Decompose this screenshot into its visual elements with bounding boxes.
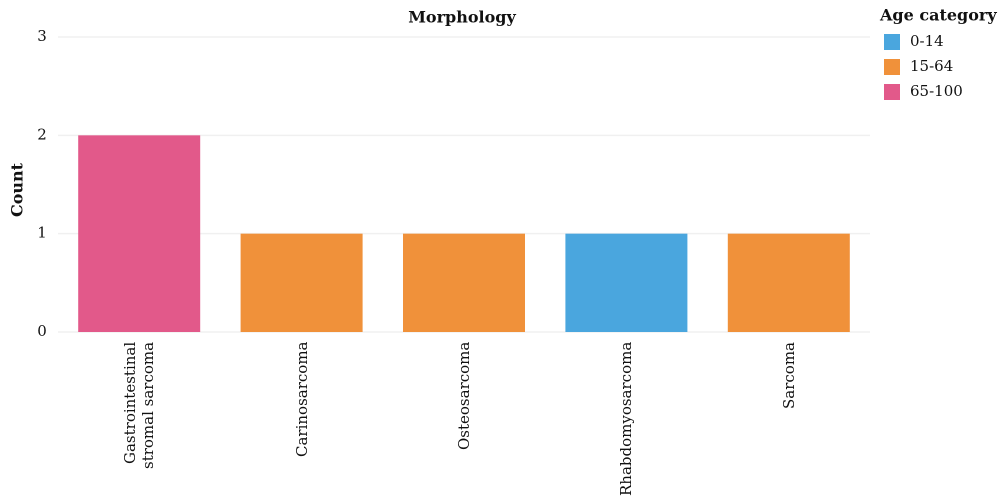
chart-title: Morphology bbox=[408, 8, 516, 27]
legend-swatch bbox=[884, 84, 900, 100]
bar bbox=[78, 135, 201, 332]
bar bbox=[727, 233, 850, 332]
x-tick-label: Rhabdomyosarcoma bbox=[617, 342, 636, 497]
x-tick-label: Sarcoma bbox=[779, 342, 798, 409]
legend-swatch bbox=[884, 34, 900, 50]
legend-title: Age category bbox=[879, 6, 997, 25]
y-tick-label: 3 bbox=[37, 27, 47, 45]
y-tick-label: 2 bbox=[37, 125, 47, 143]
y-axis-label: Count bbox=[8, 162, 27, 217]
legend-swatch bbox=[884, 59, 900, 75]
legend-label: 0-14 bbox=[910, 32, 944, 50]
x-tick-label: Osteosarcoma bbox=[455, 342, 473, 451]
bar bbox=[565, 233, 688, 332]
y-tick-label: 0 bbox=[37, 322, 47, 340]
x-tick-label: Gastrointestinal stromal sarcoma bbox=[121, 342, 158, 470]
legend-label: 65-100 bbox=[910, 82, 963, 100]
x-tick-label: Carinosarcoma bbox=[292, 342, 311, 458]
bar bbox=[403, 233, 525, 332]
legend-label: 15-64 bbox=[910, 57, 953, 75]
bar bbox=[240, 233, 363, 332]
y-tick-label: 1 bbox=[37, 224, 47, 242]
